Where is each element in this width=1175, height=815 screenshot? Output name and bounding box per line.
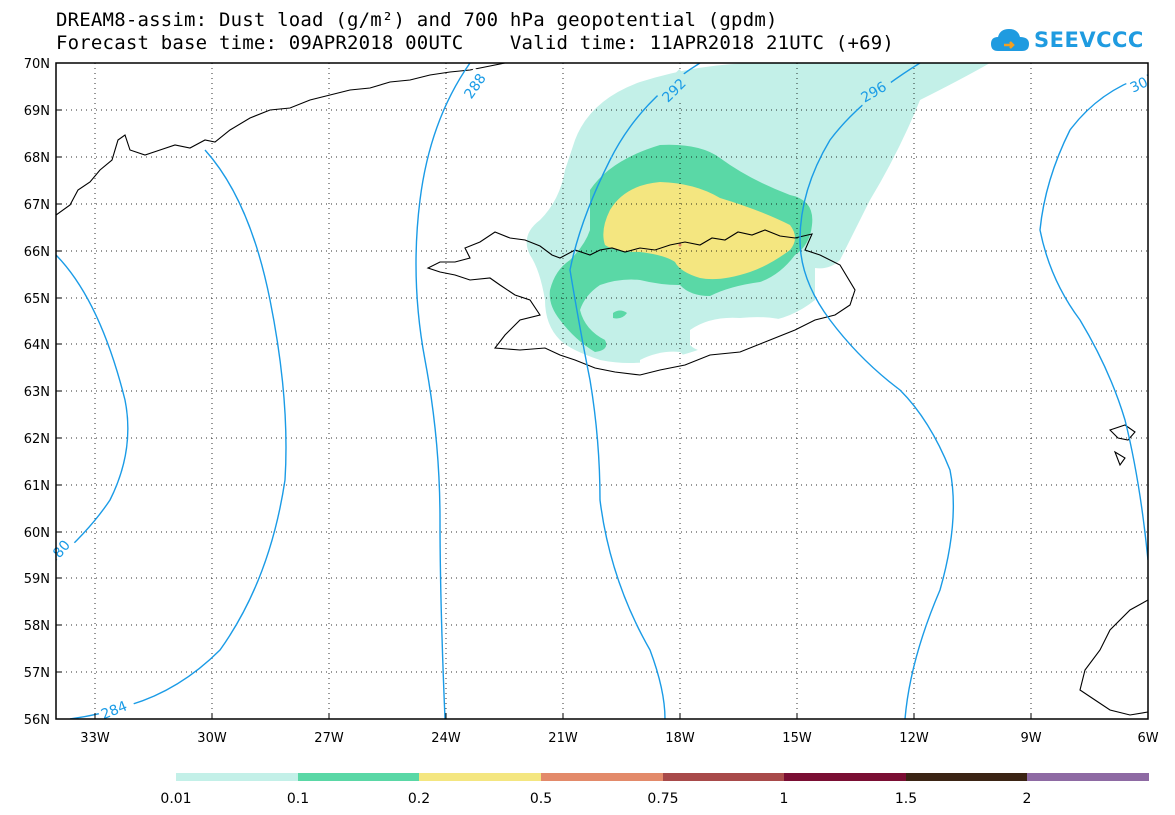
map-subtitle: Forecast base time: 09APR2018 00UTC Vali…	[56, 32, 895, 54]
map-title: DREAM8-assim: Dust load (g/m²) and 700 h…	[56, 9, 778, 31]
lat-label-64n: 64N	[24, 338, 50, 353]
lon-label-30w: 30W	[197, 731, 227, 746]
colorbar-label: 0.75	[647, 791, 678, 807]
cloud-icon	[991, 29, 1029, 51]
contour-292	[569, 63, 701, 719]
lat-label-67n: 67N	[24, 198, 50, 213]
colorbar-label: 1	[780, 791, 789, 807]
dust-0.2-area	[603, 182, 795, 280]
faroe-coast	[1108, 424, 1136, 467]
colorbar-swatch-3	[419, 773, 541, 781]
longitude-labels: 33W 30W 27W 24W 21W 18W 15W 12W 9W 6W	[80, 731, 1158, 746]
colorbar-swatch-6	[784, 773, 906, 781]
axis-ticks	[56, 62, 1032, 720]
lat-label-65n: 65N	[24, 292, 50, 307]
colorbar-label: 0.01	[160, 791, 191, 807]
colorbar-label: 2	[1023, 791, 1032, 807]
colorbar-swatch-5	[663, 773, 784, 781]
lat-label-62n: 62N	[24, 432, 50, 447]
lat-label-63n: 63N	[24, 385, 50, 400]
contour-288	[415, 63, 471, 719]
lat-label-56n: 56N	[24, 713, 50, 728]
colorbar: 0.01 0.1 0.2 0.5 0.75 1 1.5 2	[160, 773, 1149, 807]
scotland-coast	[1079, 599, 1148, 716]
lon-label-33w: 33W	[80, 731, 110, 746]
graticule	[56, 63, 1148, 719]
lon-label-12w: 12W	[899, 731, 929, 746]
lat-label-66n: 66N	[24, 245, 50, 260]
lat-label-61n: 61N	[24, 479, 50, 494]
colorbar-swatch-8	[1027, 773, 1149, 781]
contour-284	[69, 149, 287, 719]
greenland-coast	[56, 63, 506, 216]
contour-296	[799, 63, 955, 719]
colorbar-swatch-1	[176, 773, 298, 781]
colorbar-swatch-4	[541, 773, 663, 781]
lat-label-60n: 60N	[24, 526, 50, 541]
lon-label-15w: 15W	[782, 731, 812, 746]
colorbar-label: 1.5	[895, 791, 917, 807]
iceland-coast	[426, 229, 856, 376]
lon-label-27w: 27W	[314, 731, 344, 746]
contour-label-30: 30	[1128, 75, 1151, 97]
lon-label-6w: 6W	[1137, 731, 1158, 746]
contour-300	[1039, 74, 1148, 561]
colorbar-swatch-7	[906, 773, 1027, 781]
lon-label-18w: 18W	[665, 731, 695, 746]
colorbar-label: 0.2	[408, 791, 430, 807]
contour-280	[56, 254, 129, 561]
logo-text: SEEVCCC	[1034, 28, 1144, 52]
lat-label-58n: 58N	[24, 619, 50, 634]
lat-label-70n: 70N	[24, 57, 50, 72]
colorbar-label: 0.5	[530, 791, 552, 807]
lon-label-24w: 24W	[431, 731, 461, 746]
lat-label-69n: 69N	[24, 104, 50, 119]
colorbar-label: 0.1	[287, 791, 309, 807]
dust-load-field	[526, 63, 990, 368]
lon-label-21w: 21W	[548, 731, 578, 746]
coastlines	[56, 63, 1148, 716]
lat-label-59n: 59N	[24, 572, 50, 587]
latitude-labels: 70N 69N 68N 67N 66N 65N 64N 63N 62N 61N …	[24, 57, 50, 728]
colorbar-swatch-2	[298, 773, 419, 781]
seevccc-logo: SEEVCCC	[990, 22, 1144, 58]
lat-label-68n: 68N	[24, 151, 50, 166]
lon-label-9w: 9W	[1020, 731, 1041, 746]
lat-label-57n: 57N	[24, 666, 50, 681]
geopotential-contours	[56, 63, 1148, 719]
